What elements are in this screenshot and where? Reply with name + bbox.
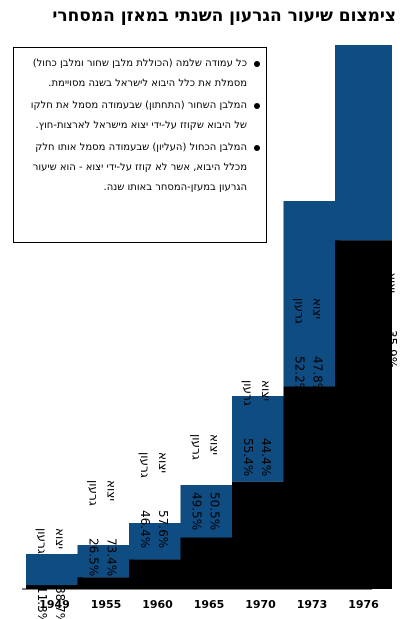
bar-deficit-1965 bbox=[180, 485, 238, 538]
data-label-deficit-name-1949: גרעון bbox=[35, 528, 49, 554]
data-label-deficit-name-1965: גרעון bbox=[190, 434, 204, 460]
legend-item-blue-rect: המלבן הכחול (העליון) שבעמודה מסמל אותו ח… bbox=[20, 138, 260, 198]
x-tick-label-1955: 1955 bbox=[91, 598, 122, 611]
bar-deficit-1960 bbox=[129, 523, 186, 560]
data-label-deficit-name-1955: גרעון bbox=[87, 480, 101, 506]
data-label-deficit-name-1973: גרעון bbox=[293, 298, 307, 324]
data-label-deficit-value-1976: 35.9% bbox=[385, 330, 399, 368]
data-label-deficit-value-1965: 50.5% bbox=[208, 492, 222, 530]
data-label-export-value-1976: 64.1% bbox=[371, 330, 385, 368]
data-label-export-value-1965: 49.5% bbox=[190, 492, 204, 530]
bar-deficit-1949 bbox=[26, 554, 83, 586]
data-label-export-name-1970: יצוא bbox=[259, 380, 273, 401]
bar-export-1960 bbox=[129, 559, 186, 589]
data-label-export-name-1965: יצוא bbox=[208, 434, 222, 455]
data-label-deficit-name-1976: גרעון bbox=[371, 272, 385, 298]
chart-title: צימצום שיעור הגרעון השנתי במאזן המסחרי bbox=[52, 6, 396, 26]
bar-export-1973 bbox=[283, 386, 341, 589]
bar-export-1965 bbox=[180, 537, 238, 589]
data-label-export-value-1970: 55.4% bbox=[241, 438, 255, 476]
data-label-deficit-value-1960: 57.6% bbox=[156, 510, 170, 548]
data-label-deficit-name-1970: גרעון bbox=[241, 380, 255, 406]
data-label-export-name-1955: יצוא bbox=[105, 480, 119, 501]
data-label-export-value-1949: 11.3% bbox=[35, 586, 49, 619]
bar-export-1976 bbox=[335, 240, 392, 589]
data-label-export-value-1955: 26.5% bbox=[87, 538, 101, 576]
bar-export-1970 bbox=[232, 481, 289, 589]
legend-box: כל עמודה שלמה (הכוללת מלבן שחור ומלבן כח… bbox=[13, 47, 267, 243]
legend-item-black-rect: המלבן השחור (התחתון) שבעמודה מסמל את חלק… bbox=[20, 96, 260, 136]
data-label-export-value-1973: 52.2% bbox=[293, 356, 307, 394]
data-label-export-name-1973: יצוא bbox=[311, 298, 325, 319]
x-tick-label-1965: 1965 bbox=[194, 598, 225, 611]
data-label-export-value-1960: 46.4% bbox=[138, 510, 152, 548]
data-label-export-name-1949: יצוא bbox=[53, 528, 67, 549]
bar-export-1949 bbox=[26, 585, 83, 589]
data-label-deficit-value-1955: 73.4% bbox=[105, 538, 119, 576]
data-label-deficit-value-1949: 88.7% bbox=[53, 586, 67, 619]
bar-deficit-1976 bbox=[335, 45, 392, 241]
x-tick-label-1976: 1976 bbox=[348, 598, 379, 611]
x-tick-label-1960: 1960 bbox=[142, 598, 173, 611]
bar-export-1955 bbox=[77, 577, 135, 589]
data-label-deficit-value-1973: 47.8% bbox=[311, 356, 325, 394]
data-label-deficit-name-1960: גרעון bbox=[138, 452, 152, 478]
x-tick-label-1973: 1973 bbox=[297, 598, 328, 611]
data-label-deficit-value-1970: 44.4% bbox=[259, 438, 273, 476]
data-label-export-name-1976: יצוא bbox=[385, 272, 399, 293]
bar-deficit-1955 bbox=[77, 545, 135, 578]
data-label-export-name-1960: יצוא bbox=[156, 452, 170, 473]
legend-item-whole-column: כל עמודה שלמה (הכוללת מלבן שחור ומלבן כח… bbox=[20, 54, 260, 94]
bar-deficit-1970 bbox=[232, 396, 289, 482]
x-tick-label-1970: 1970 bbox=[245, 598, 276, 611]
bar-deficit-1973 bbox=[283, 201, 341, 387]
x-tick-label-1949: 1949 bbox=[39, 598, 70, 611]
